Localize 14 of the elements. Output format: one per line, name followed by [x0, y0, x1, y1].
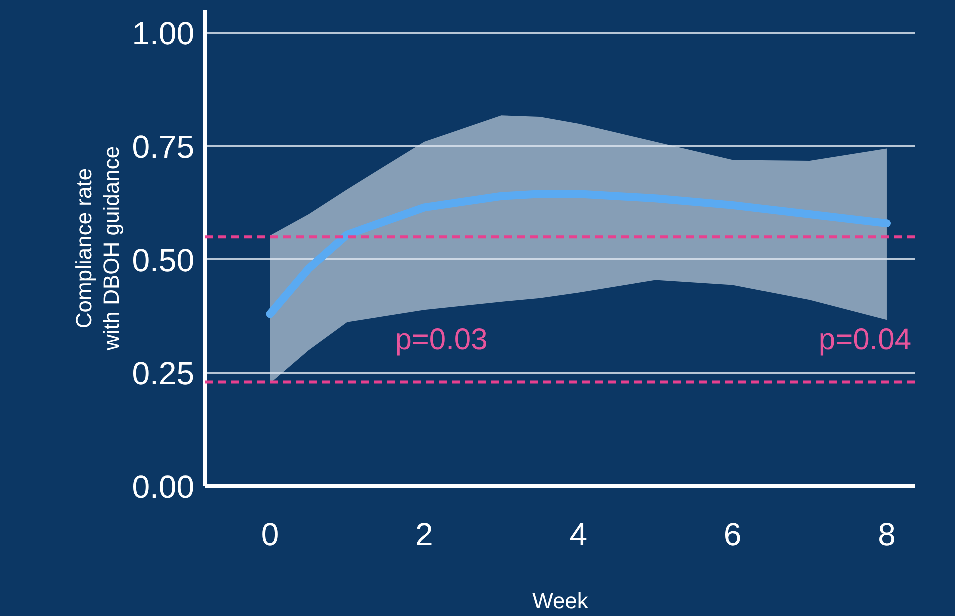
x-axis-title: Week: [532, 588, 590, 614]
x-tick-label: 2: [416, 516, 434, 552]
annotation: p=0.04: [818, 324, 912, 356]
x-tick-label: 0: [261, 516, 280, 552]
y-tick-label: 0.00: [132, 469, 194, 505]
y-axis-title: Compliance rate with DBOH guidance: [72, 146, 124, 352]
x-tick-label: 6: [724, 516, 742, 552]
annotation: p=0.03: [395, 324, 488, 356]
y-tick-label: 1.00: [132, 16, 194, 52]
y-tick-label: 0.75: [132, 129, 194, 165]
x-tick-label: 4: [570, 516, 588, 552]
x-tick-label: 8: [878, 516, 896, 552]
y-tick-label: 0.25: [132, 356, 194, 392]
y-tick-label: 0.50: [132, 242, 194, 278]
